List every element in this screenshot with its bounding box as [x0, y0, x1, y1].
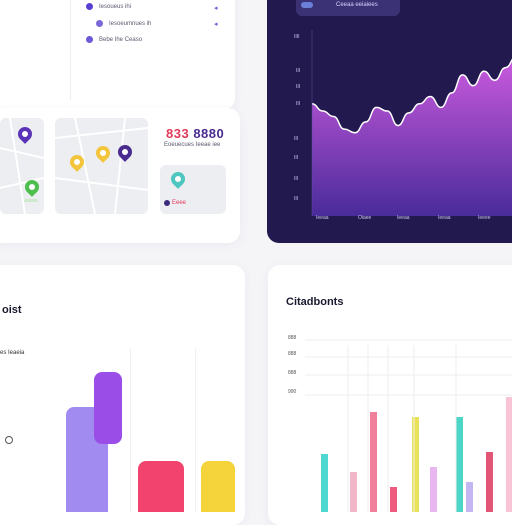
area-series-line: [311, 58, 512, 134]
list-item[interactable]: Iesoueus ihi: [86, 3, 131, 10]
list-divider: [70, 0, 71, 100]
purple-dot-icon: [86, 36, 93, 43]
map-roads: [55, 118, 148, 214]
x-tick-label: Ieeee: [478, 215, 491, 221]
y-tick-label: III: [294, 196, 299, 202]
y-tick-label: III: [296, 68, 301, 74]
map-stat-number: 833 8880: [166, 126, 224, 141]
card-title: Citadbonts: [286, 296, 344, 308]
chart-header-label: Ceeaa eeiaiees: [336, 2, 378, 8]
bar[interactable]: [370, 412, 377, 512]
map-stat-number-2: 8880: [193, 126, 225, 141]
area-series-fill: [312, 60, 512, 216]
purple-dot-icon: [86, 3, 93, 10]
list-item-label: Iesoeumnues ih: [109, 20, 152, 27]
bar[interactable]: [390, 487, 397, 512]
bar[interactable]: [138, 461, 184, 512]
map-mini-label: Eeee: [172, 200, 187, 206]
map-stat-subtitle: Eoeuecues Ieeae iee: [164, 142, 221, 148]
grid-line: [195, 348, 196, 512]
list-item[interactable]: Bebe Ihe Ceaso: [86, 36, 142, 43]
bar[interactable]: [486, 452, 493, 512]
bar[interactable]: [94, 372, 122, 444]
y-tick-label: 888: [288, 370, 297, 376]
arrow-icon[interactable]: ◂: [214, 5, 218, 12]
bar[interactable]: [321, 454, 328, 512]
y-tick-label: 888: [288, 351, 297, 357]
y-tick-label: III: [296, 101, 301, 107]
bar-chart-left: [66, 372, 235, 512]
list-item[interactable]: Iesoeumnues ih: [96, 20, 151, 27]
y-tick-label: 990: [288, 389, 297, 395]
y-tick-label: III: [294, 155, 299, 161]
x-tick-label: Ieeaa: [438, 215, 451, 221]
map-stat-number-1: 833: [166, 126, 190, 141]
area-chart: [311, 30, 512, 216]
list-card: [0, 0, 235, 110]
bar[interactable]: [456, 417, 463, 512]
cloud-icon: [301, 2, 313, 8]
bar[interactable]: [466, 482, 473, 512]
y-tick-label: III: [294, 136, 299, 142]
x-tick-label: Ieeaa: [316, 215, 329, 221]
bar[interactable]: [506, 397, 512, 512]
chart-header-pill[interactable]: [296, 0, 400, 16]
bar[interactable]: [430, 467, 437, 512]
bar-chart-right: [305, 339, 512, 512]
bar[interactable]: [201, 461, 235, 512]
x-tick-label: Ieeaa: [397, 215, 410, 221]
area-chart-card: [267, 0, 512, 243]
map-roads: [0, 118, 44, 214]
grid-line: [130, 348, 131, 512]
purple-dot-icon: [96, 20, 103, 27]
list-item-label: Iesoueus ihi: [99, 3, 132, 10]
card-subtitle: es Ieaeia: [0, 350, 25, 356]
map-pin-shadow: [24, 199, 38, 202]
bar[interactable]: [412, 417, 419, 512]
y-tick-label: IIII: [294, 34, 300, 40]
y-tick-label: 888: [288, 335, 297, 341]
x-tick-label: Oiaee: [358, 215, 372, 221]
arrow-icon[interactable]: ◂: [214, 21, 218, 28]
bar[interactable]: [350, 472, 357, 512]
card-title: oist: [2, 304, 22, 316]
map-mini-card[interactable]: [160, 165, 226, 214]
list-item-label: Bebe Ihe Ceaso: [99, 36, 143, 43]
y-tick-label: III: [294, 176, 299, 182]
y-tick-label: III: [296, 84, 301, 90]
pin-small-icon: [164, 200, 170, 206]
info-icon[interactable]: [5, 436, 13, 444]
